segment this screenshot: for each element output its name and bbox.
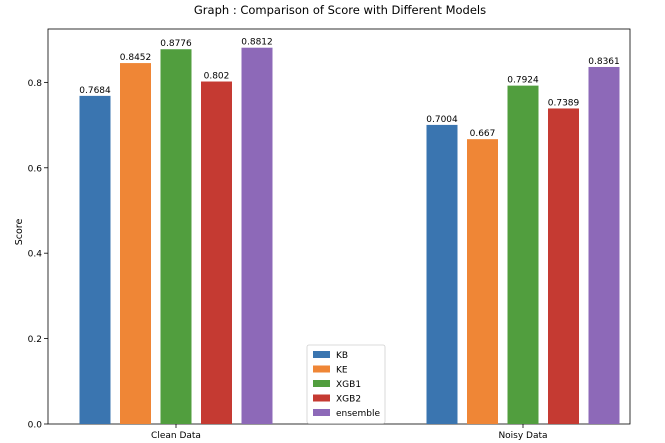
bar-value-label: 0.8361 <box>588 57 620 67</box>
y-axis-label: Score <box>14 219 25 246</box>
bar-value-label: 0.8776 <box>160 39 192 49</box>
bar-value-label: 0.667 <box>470 129 496 139</box>
bar-xgb2-1 <box>548 108 579 424</box>
y-tick-label: 0.2 <box>28 335 42 345</box>
bar-value-label: 0.7004 <box>426 115 458 125</box>
bar-value-label: 0.7924 <box>507 76 539 86</box>
legend-label-ensemble: ensemble <box>336 409 380 419</box>
bar-value-label: 0.802 <box>204 72 230 82</box>
legend-label-xgb2: XGB2 <box>336 395 361 405</box>
bar-kb-0 <box>79 95 111 424</box>
bar-value-label: 0.7389 <box>548 98 580 108</box>
chart-title: Graph : Comparison of Score with Differe… <box>194 3 486 17</box>
plot-frame <box>47 28 631 425</box>
bar-ensemble-0 <box>241 47 273 424</box>
legend-box <box>306 344 386 424</box>
bar-ke-1 <box>467 139 498 424</box>
bar-value-label: 0.8812 <box>241 38 273 48</box>
plot-area: 0.0 0.2 0.4 0.6 0.8 0.7684 0.7004 0.8452 0.667 0.… <box>28 28 631 441</box>
y-tick-label: 0.8 <box>28 79 43 89</box>
legend-swatch-ke <box>313 365 330 373</box>
x-tick-label: Clean Data <box>151 431 201 441</box>
legend-swatch-kb <box>313 351 330 358</box>
legend-label-kb: KB <box>336 351 348 361</box>
bar-xgb1-1 <box>507 85 539 425</box>
bar-kb-1 <box>426 124 458 424</box>
legend-swatch-xgb1 <box>313 380 330 387</box>
y-tick-label: 0.0 <box>28 421 43 431</box>
bar-xgb1-0 <box>160 49 192 424</box>
legend-label-xgb1: XGB1 <box>336 380 361 390</box>
bar-value-label: 0.7684 <box>79 86 111 96</box>
bar-value-label: 0.8452 <box>120 53 152 63</box>
bar-ensemble-1 <box>588 66 620 424</box>
legend-swatch-xgb2 <box>313 394 330 402</box>
y-tick-label: 0.4 <box>28 250 43 260</box>
x-tick-label: Noisy Data <box>498 431 547 441</box>
bar-ke-0 <box>120 63 151 425</box>
legend: KB KE XGB1 XGB2 ensemble <box>306 344 386 424</box>
y-tick-label: 0.6 <box>28 164 43 174</box>
legend-label-ke: KE <box>336 366 348 376</box>
bar-xgb2-0 <box>201 81 232 424</box>
legend-swatch-ensemble <box>313 409 330 416</box>
